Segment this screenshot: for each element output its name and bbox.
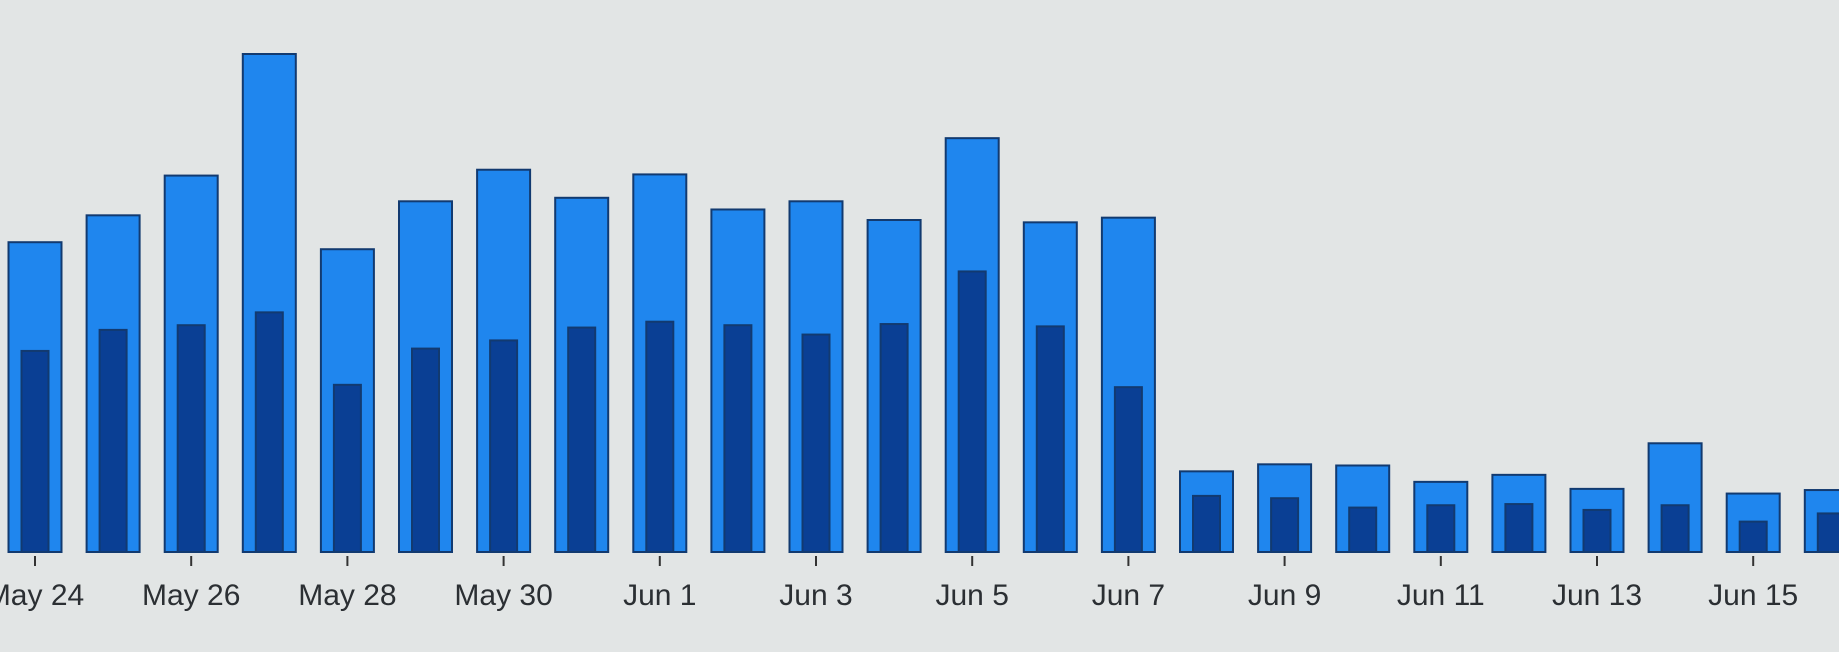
inner-bar	[176, 324, 206, 553]
inner-bar	[957, 270, 987, 553]
inner-bar	[879, 323, 909, 554]
x-tick-label: Jun 1	[623, 579, 696, 612]
x-tick-label: May 30	[454, 579, 552, 612]
x-tick-label: May 28	[298, 579, 396, 612]
x-tick-label: May 26	[142, 579, 240, 612]
inner-bar	[1035, 325, 1065, 553]
x-tick-label: Jun 7	[1092, 579, 1165, 612]
x-tick-label: Jun 5	[936, 579, 1009, 612]
x-tick-label: Jun 13	[1552, 579, 1642, 612]
inner-bar	[489, 339, 519, 553]
inner-bar	[1504, 503, 1534, 554]
inner-bar	[645, 320, 675, 553]
inner-bar	[1582, 508, 1612, 554]
inner-bar	[332, 383, 362, 554]
x-tick-label: Jun 11	[1397, 579, 1485, 612]
inner-bar	[98, 328, 128, 553]
inner-bar	[1192, 494, 1221, 554]
inner-bar	[1270, 497, 1300, 553]
inner-bar	[1816, 512, 1839, 554]
inner-bar	[1738, 520, 1768, 554]
inner-bar	[801, 333, 831, 553]
inner-bar	[1348, 506, 1378, 553]
inner-bar	[567, 326, 597, 553]
inner-bar	[20, 349, 50, 553]
x-tick-label: Jun 3	[779, 579, 852, 612]
x-tick-label: Jun 9	[1248, 579, 1321, 612]
inner-bar	[254, 311, 284, 553]
x-tick-label: May 24	[0, 579, 84, 612]
inner-bar	[411, 347, 440, 553]
inner-bar	[1113, 386, 1143, 553]
x-tick-label: Jun 15	[1708, 579, 1798, 612]
inner-bar	[1426, 504, 1456, 554]
inner-bar	[1660, 504, 1690, 554]
inner-bar	[723, 324, 753, 553]
